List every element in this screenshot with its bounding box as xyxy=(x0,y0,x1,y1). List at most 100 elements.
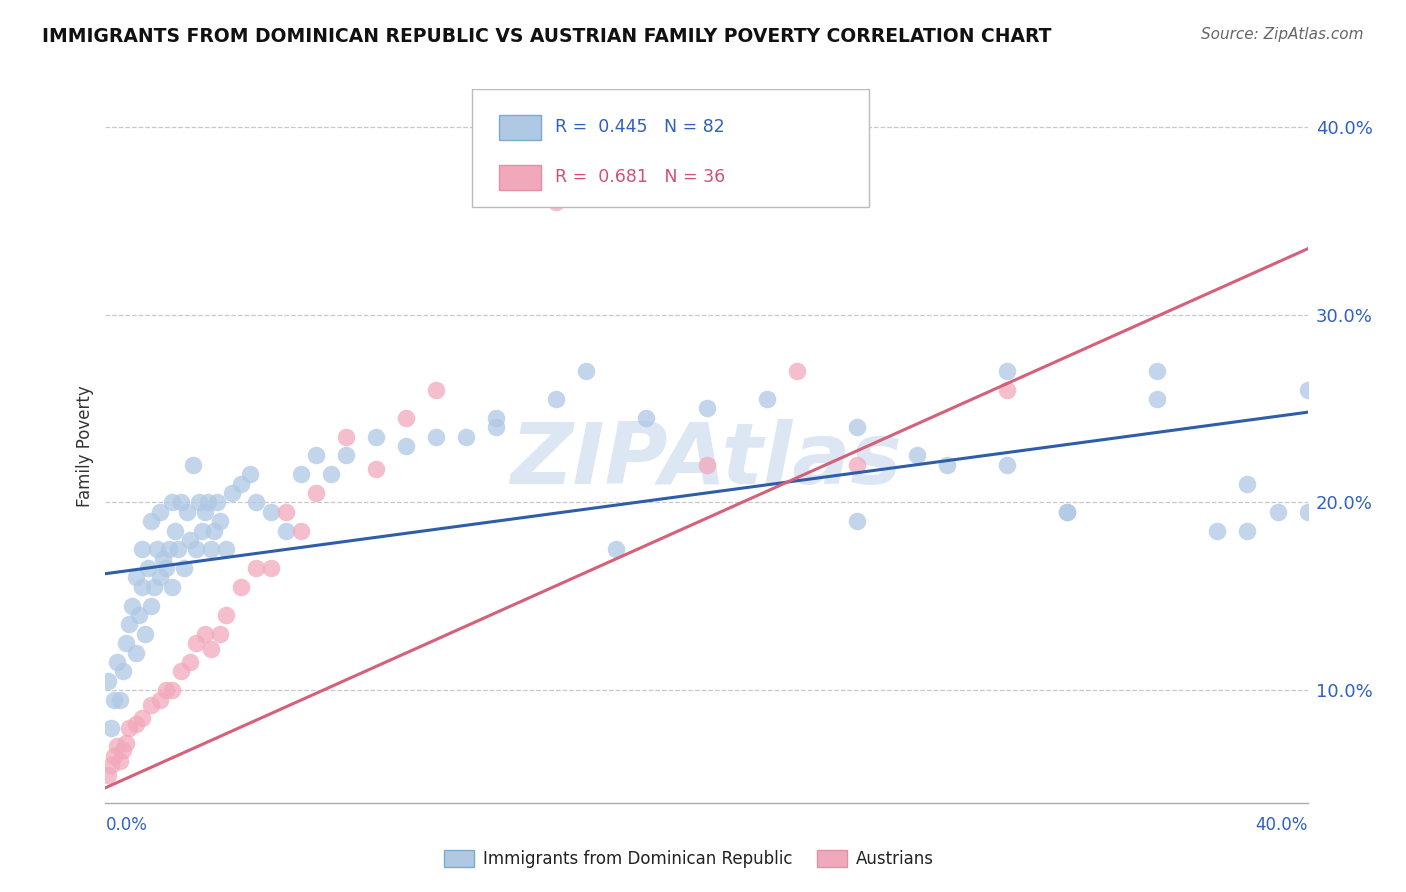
Point xyxy=(200,542,222,557)
Point xyxy=(118,721,141,735)
Point xyxy=(131,711,153,725)
Point xyxy=(169,495,191,509)
Point xyxy=(190,524,212,538)
Point xyxy=(260,561,283,575)
Point xyxy=(112,665,135,679)
Point xyxy=(128,607,150,622)
Point xyxy=(100,721,122,735)
Point xyxy=(115,636,138,650)
Text: IMMIGRANTS FROM DOMINICAN REPUBLIC VS AUSTRIAN FAMILY POVERTY CORRELATION CHART: IMMIGRANTS FROM DOMINICAN REPUBLIC VS AU… xyxy=(42,27,1052,45)
Point xyxy=(214,542,236,557)
Point xyxy=(179,655,201,669)
Point xyxy=(755,392,778,406)
Point xyxy=(148,505,170,519)
Point xyxy=(335,449,357,463)
Point xyxy=(239,467,262,482)
Point xyxy=(152,551,174,566)
Point xyxy=(124,646,146,660)
Point xyxy=(290,467,312,482)
Point xyxy=(319,467,342,482)
Point xyxy=(179,533,201,547)
Point xyxy=(936,458,959,472)
Point xyxy=(395,410,418,425)
Point xyxy=(546,194,568,209)
Point xyxy=(173,561,195,575)
Point xyxy=(169,665,191,679)
Point xyxy=(148,692,170,706)
FancyBboxPatch shape xyxy=(499,164,541,189)
Point xyxy=(107,739,129,754)
Point xyxy=(995,383,1018,397)
Point xyxy=(546,392,568,406)
Point xyxy=(155,683,177,698)
Point xyxy=(364,429,387,443)
Point xyxy=(139,599,162,613)
Point xyxy=(187,495,209,509)
Text: Source: ZipAtlas.com: Source: ZipAtlas.com xyxy=(1201,27,1364,42)
Point xyxy=(103,748,125,763)
Point xyxy=(142,580,165,594)
Y-axis label: Family Poverty: Family Poverty xyxy=(76,385,94,507)
FancyBboxPatch shape xyxy=(499,115,541,140)
Point xyxy=(1236,476,1258,491)
Point xyxy=(214,607,236,622)
Point xyxy=(696,458,718,472)
Point xyxy=(194,627,217,641)
Point xyxy=(1146,364,1168,378)
Text: 0.0%: 0.0% xyxy=(105,816,148,834)
Point xyxy=(221,486,243,500)
Point xyxy=(205,495,228,509)
Point xyxy=(131,580,153,594)
Point xyxy=(184,542,207,557)
Point xyxy=(197,495,219,509)
Point xyxy=(786,364,808,378)
Point xyxy=(229,476,252,491)
Point xyxy=(157,542,180,557)
Point xyxy=(335,429,357,443)
Point xyxy=(166,542,188,557)
Text: R =  0.681   N = 36: R = 0.681 N = 36 xyxy=(555,168,725,186)
Point xyxy=(845,458,868,472)
Point xyxy=(97,673,120,688)
Point xyxy=(485,420,508,434)
Point xyxy=(1236,524,1258,538)
Point xyxy=(605,542,627,557)
Point xyxy=(245,495,267,509)
Point xyxy=(208,514,231,528)
Point xyxy=(1146,392,1168,406)
Point xyxy=(364,461,387,475)
Point xyxy=(485,410,508,425)
FancyBboxPatch shape xyxy=(472,89,869,207)
Point xyxy=(176,505,198,519)
Point xyxy=(155,561,177,575)
Point xyxy=(139,514,162,528)
Point xyxy=(575,364,598,378)
Point xyxy=(202,524,225,538)
Point xyxy=(163,524,186,538)
Point xyxy=(1056,505,1078,519)
Text: 40.0%: 40.0% xyxy=(1256,816,1308,834)
Point xyxy=(124,717,146,731)
Point xyxy=(260,505,283,519)
Point xyxy=(305,449,328,463)
Point xyxy=(1056,505,1078,519)
Point xyxy=(181,458,204,472)
Point xyxy=(136,561,159,575)
Point xyxy=(121,599,143,613)
Point xyxy=(107,655,129,669)
Point xyxy=(208,627,231,641)
Point xyxy=(845,514,868,528)
Point xyxy=(131,542,153,557)
Point xyxy=(636,410,658,425)
Point xyxy=(229,580,252,594)
Point xyxy=(110,692,132,706)
Point xyxy=(160,580,183,594)
Point xyxy=(160,683,183,698)
Point xyxy=(103,692,125,706)
Point xyxy=(115,736,138,750)
Point xyxy=(425,429,447,443)
Point xyxy=(1267,505,1289,519)
Point xyxy=(290,524,312,538)
Point xyxy=(134,627,156,641)
Point xyxy=(696,401,718,416)
